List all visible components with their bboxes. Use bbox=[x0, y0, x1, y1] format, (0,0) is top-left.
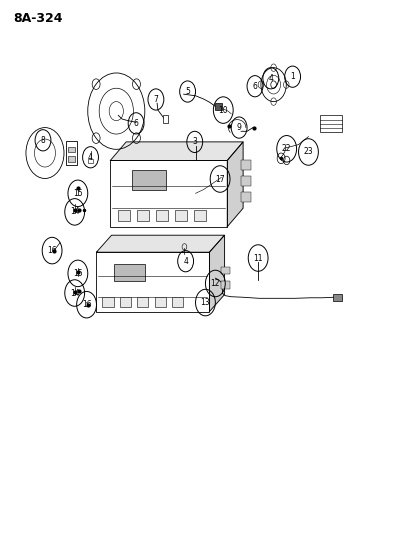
Text: 14: 14 bbox=[70, 207, 79, 216]
Polygon shape bbox=[97, 235, 225, 252]
FancyBboxPatch shape bbox=[241, 160, 251, 170]
Text: 7: 7 bbox=[154, 95, 158, 104]
Text: 23: 23 bbox=[304, 148, 313, 157]
Text: 4: 4 bbox=[183, 257, 188, 265]
FancyBboxPatch shape bbox=[137, 297, 148, 308]
Text: 8A-324: 8A-324 bbox=[13, 12, 63, 25]
Text: 4: 4 bbox=[88, 153, 93, 162]
FancyBboxPatch shape bbox=[114, 264, 145, 281]
Text: 6: 6 bbox=[253, 82, 257, 91]
FancyBboxPatch shape bbox=[241, 176, 251, 186]
FancyBboxPatch shape bbox=[156, 210, 168, 221]
FancyBboxPatch shape bbox=[320, 115, 342, 132]
Text: 10: 10 bbox=[219, 106, 228, 115]
FancyBboxPatch shape bbox=[103, 297, 114, 308]
Text: 6: 6 bbox=[134, 119, 138, 128]
FancyBboxPatch shape bbox=[88, 159, 93, 163]
Text: 5: 5 bbox=[185, 87, 190, 96]
Polygon shape bbox=[111, 142, 243, 160]
Polygon shape bbox=[209, 235, 225, 312]
FancyBboxPatch shape bbox=[334, 294, 342, 301]
Text: 12: 12 bbox=[211, 279, 220, 288]
FancyBboxPatch shape bbox=[172, 297, 183, 308]
FancyBboxPatch shape bbox=[215, 103, 222, 110]
FancyBboxPatch shape bbox=[137, 210, 149, 221]
FancyBboxPatch shape bbox=[221, 266, 230, 274]
FancyBboxPatch shape bbox=[66, 141, 77, 165]
FancyBboxPatch shape bbox=[132, 171, 166, 190]
Text: 1: 1 bbox=[290, 72, 295, 81]
FancyBboxPatch shape bbox=[97, 252, 209, 312]
FancyBboxPatch shape bbox=[194, 210, 206, 221]
Text: 9: 9 bbox=[237, 123, 241, 132]
Polygon shape bbox=[227, 142, 243, 227]
FancyBboxPatch shape bbox=[175, 210, 187, 221]
Text: 15: 15 bbox=[73, 269, 83, 278]
FancyBboxPatch shape bbox=[68, 156, 75, 161]
FancyBboxPatch shape bbox=[111, 160, 227, 227]
FancyBboxPatch shape bbox=[163, 115, 168, 123]
Text: 4: 4 bbox=[269, 74, 273, 83]
FancyBboxPatch shape bbox=[221, 281, 230, 289]
FancyBboxPatch shape bbox=[68, 147, 75, 152]
Text: 11: 11 bbox=[253, 254, 263, 263]
Text: 3: 3 bbox=[192, 138, 197, 147]
Text: 14: 14 bbox=[70, 288, 79, 297]
Text: 22: 22 bbox=[282, 144, 291, 154]
Text: 16: 16 bbox=[47, 246, 57, 255]
Text: 8: 8 bbox=[41, 136, 45, 145]
FancyBboxPatch shape bbox=[120, 297, 131, 308]
Text: 17: 17 bbox=[215, 174, 225, 183]
FancyBboxPatch shape bbox=[241, 192, 251, 202]
Text: 16: 16 bbox=[82, 300, 91, 309]
Text: 15: 15 bbox=[73, 189, 83, 198]
FancyBboxPatch shape bbox=[155, 297, 166, 308]
FancyBboxPatch shape bbox=[118, 210, 130, 221]
Text: 13: 13 bbox=[201, 298, 210, 307]
